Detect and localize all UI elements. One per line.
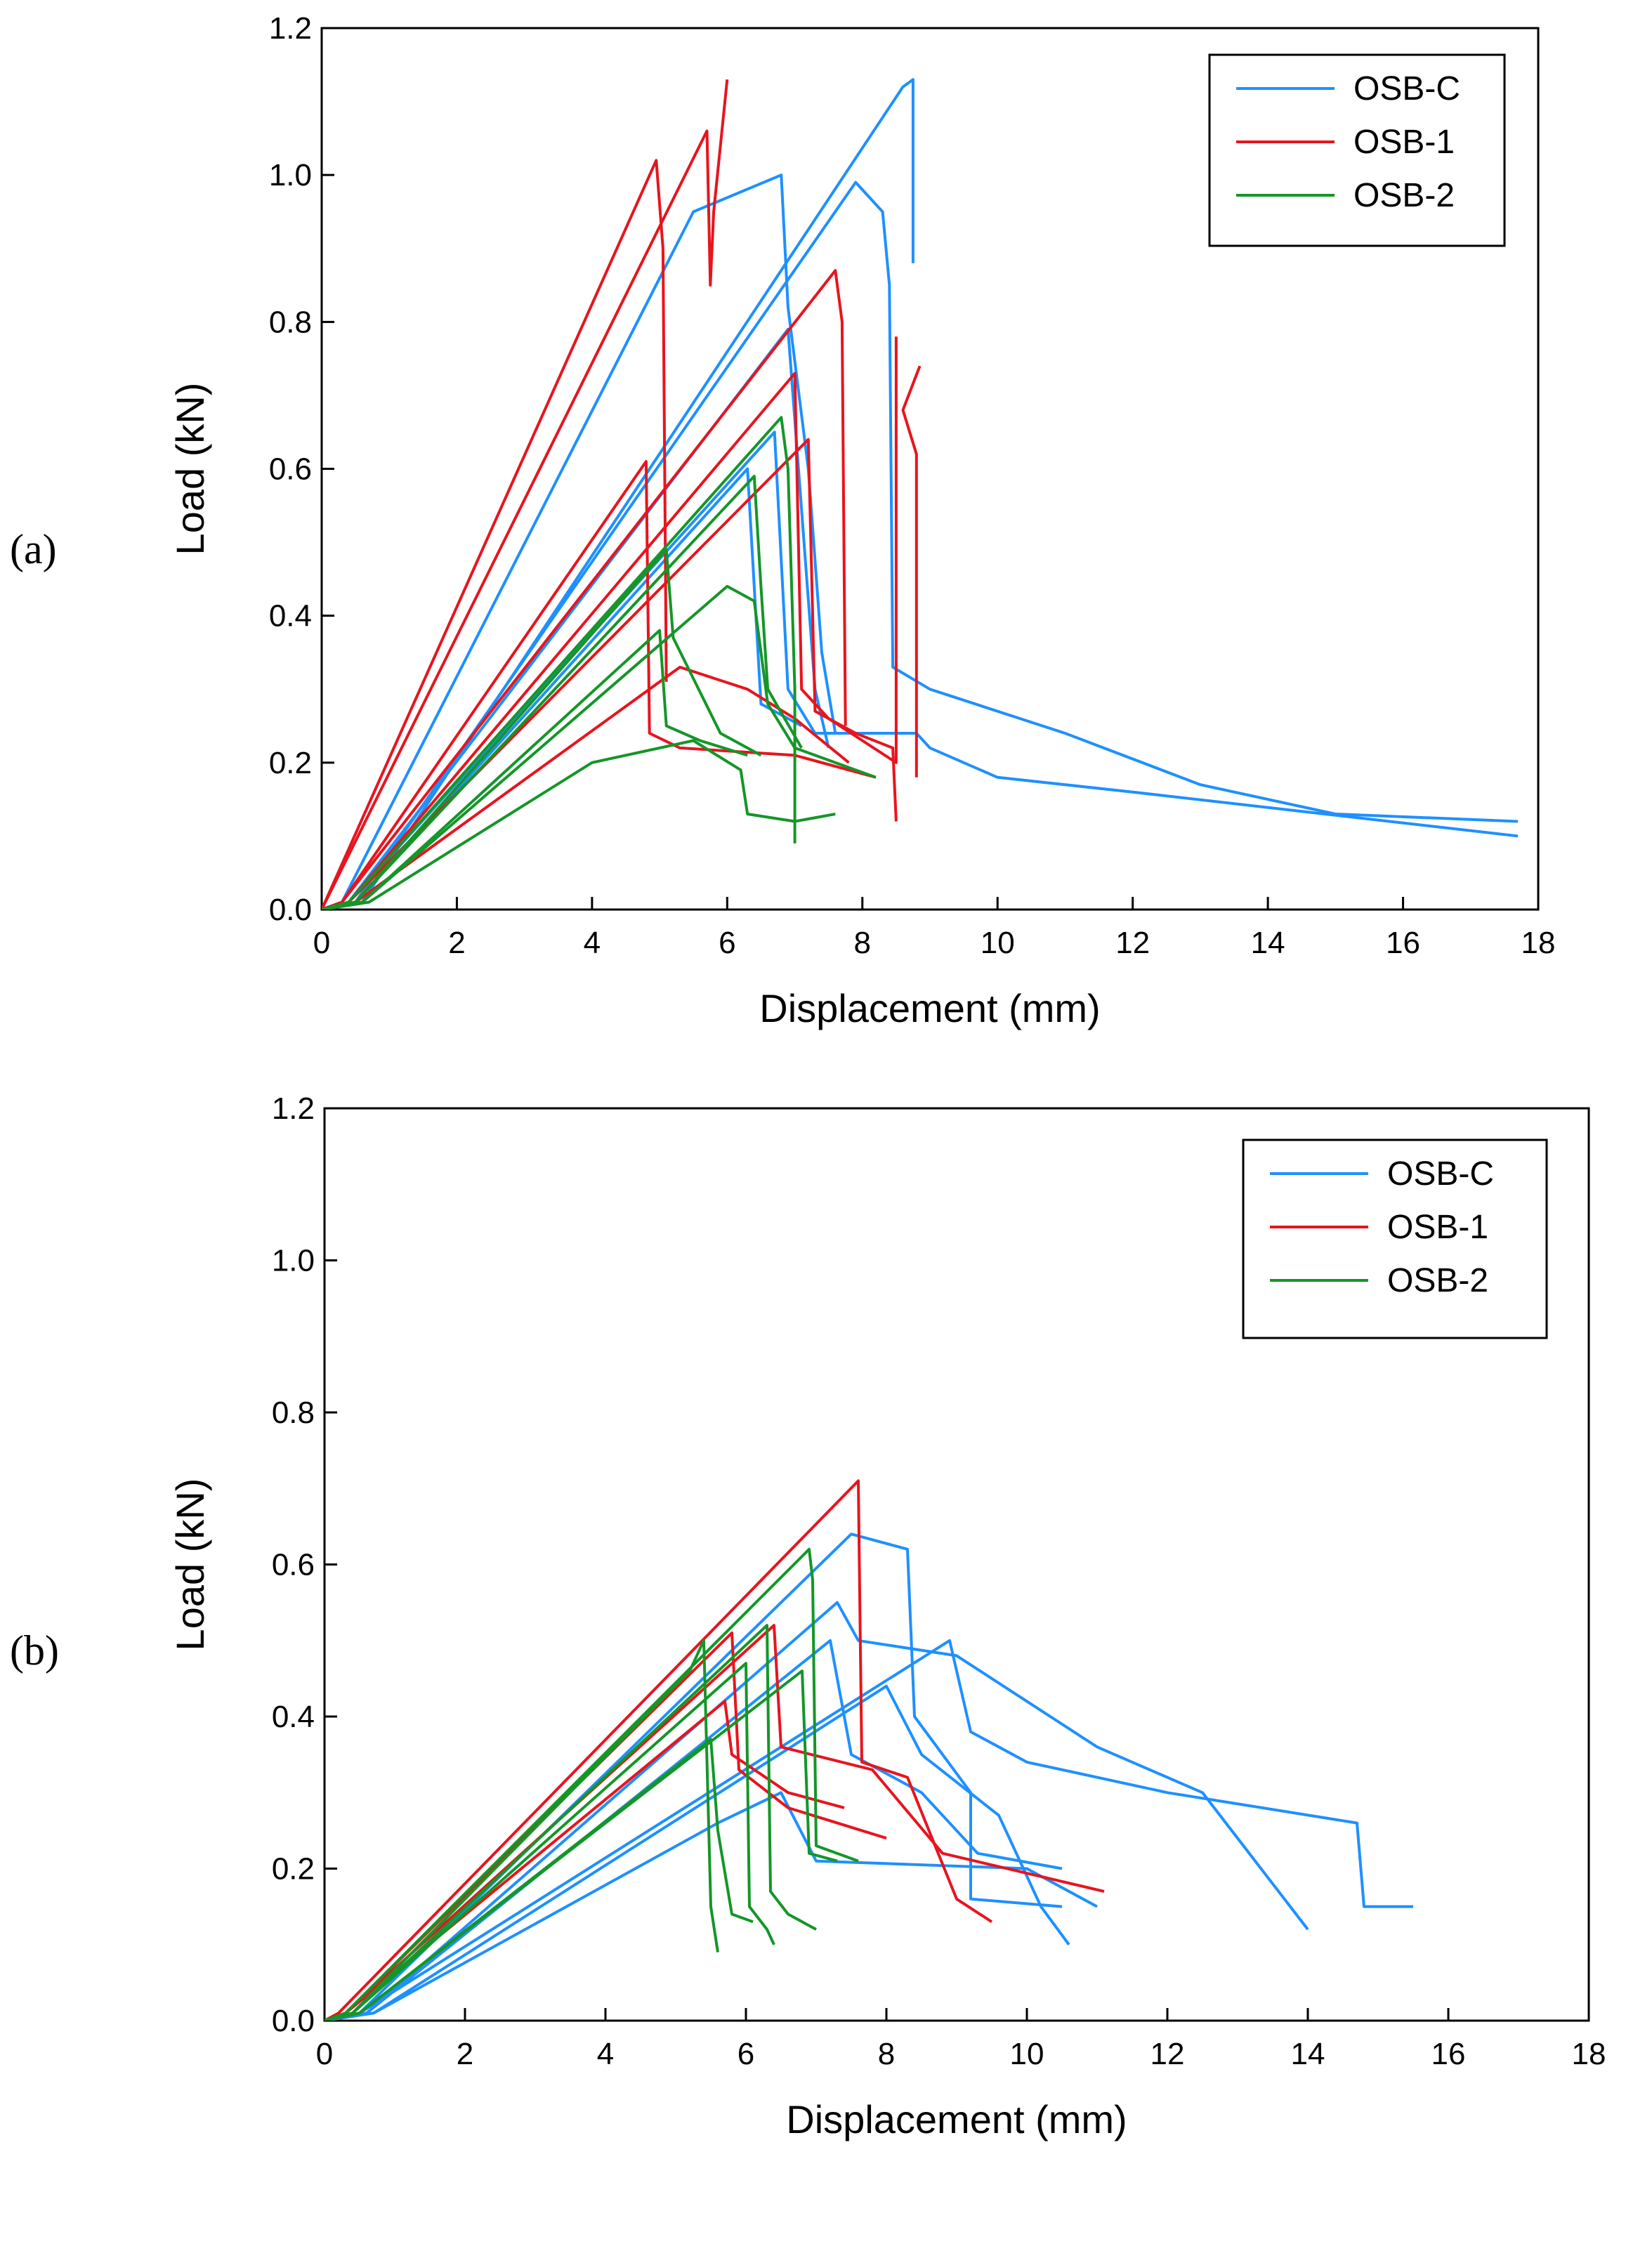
y-tick-label: 0.0 — [272, 2004, 315, 2038]
y-tick-label: 0.8 — [269, 305, 312, 339]
legend-entry: OSB-C — [1353, 70, 1460, 107]
x-axis-label: Displacement (mm) — [786, 2097, 1127, 2141]
y-axis-label: Load (kN) — [168, 1478, 212, 1651]
x-tick-label: 10 — [1010, 2037, 1044, 2071]
series-line-osb-1 — [324, 1479, 993, 2021]
y-tick-label: 1.2 — [269, 11, 312, 46]
y-tick-label: 1.2 — [272, 1091, 315, 1126]
panel-label: (a) — [10, 526, 57, 572]
series-line-osb-c — [322, 181, 1519, 910]
legend-entry: OSB-C — [1387, 1155, 1494, 1193]
x-axis-label: Displacement (mm) — [759, 986, 1100, 1030]
x-tick-label: 4 — [597, 2037, 614, 2071]
y-tick-label: 0.6 — [269, 452, 312, 487]
legend-entry: OSB-2 — [1353, 177, 1455, 214]
y-tick-label: 0.2 — [269, 746, 312, 780]
series-line-osb-1 — [322, 159, 668, 910]
x-tick-label: 2 — [448, 926, 465, 960]
x-tick-label: 2 — [457, 2037, 473, 2071]
y-tick-label: 1.0 — [272, 1244, 315, 1278]
y-tick-label: 0.2 — [272, 1852, 315, 1887]
legend-entry: OSB-1 — [1387, 1209, 1488, 1246]
series-line-osb-2 — [324, 1639, 719, 2021]
y-tick-label: 0.4 — [272, 1700, 315, 1734]
x-tick-label: 16 — [1431, 2037, 1466, 2071]
x-tick-label: 8 — [878, 2037, 895, 2071]
series-line-osb-2 — [322, 739, 836, 910]
x-tick-label: 18 — [1521, 926, 1556, 960]
x-tick-label: 0 — [313, 926, 330, 960]
series-line-osb-1 — [322, 269, 847, 910]
series-line-osb-1 — [322, 438, 898, 910]
x-tick-label: 4 — [584, 926, 601, 960]
series-line-osb-c — [322, 78, 914, 910]
x-tick-label: 10 — [981, 926, 1015, 960]
x-tick-label: 16 — [1386, 926, 1420, 960]
series-line-osb-1 — [322, 79, 729, 910]
x-tick-label: 8 — [854, 926, 871, 960]
x-tick-label: 14 — [1251, 926, 1285, 960]
x-tick-label: 12 — [1150, 2037, 1185, 2071]
y-tick-label: 0.0 — [269, 893, 312, 927]
x-tick-label: 6 — [738, 2037, 754, 2071]
series-line-osb-1 — [901, 365, 922, 777]
x-tick-label: 12 — [1115, 926, 1150, 960]
series-line-osb-c — [324, 1684, 1070, 2021]
series-line-osb-c — [324, 1791, 1098, 2021]
series-line-osb-c — [324, 1639, 1413, 2021]
x-tick-label: 0 — [316, 2037, 333, 2071]
x-tick-label: 14 — [1291, 2037, 1325, 2071]
legend-entry: OSB-1 — [1353, 124, 1455, 161]
y-tick-label: 0.8 — [272, 1396, 315, 1430]
x-tick-label: 6 — [719, 926, 735, 960]
y-tick-label: 1.0 — [269, 158, 312, 192]
panel-b-chart: 0.0 0.2 0.4 0.6 0.8 1.0 1.2 0 2 4 6 8 10 12 14 16 18 Disp… — [10, 1091, 1606, 2141]
panel-label: (b) — [10, 1627, 59, 1674]
legend-box — [1208, 53, 1506, 247]
series-line-osb-2 — [324, 1547, 859, 2021]
y-tick-label: 0.6 — [272, 1548, 315, 1582]
series-line-osb-c — [322, 173, 837, 910]
series-line-osb-c — [324, 1601, 1309, 2021]
x-tick-label: 18 — [1572, 2037, 1606, 2071]
y-axis-label: Load (kN) — [168, 383, 212, 556]
y-tick-label: 0.4 — [269, 599, 312, 634]
panel-a-chart: 0.0 0.2 0.4 0.6 0.8 1.0 1.2 0 2 4 6 8 10 12 14 16 18 Disp… — [10, 11, 1555, 1030]
legend-entry: OSB-2 — [1387, 1262, 1488, 1299]
